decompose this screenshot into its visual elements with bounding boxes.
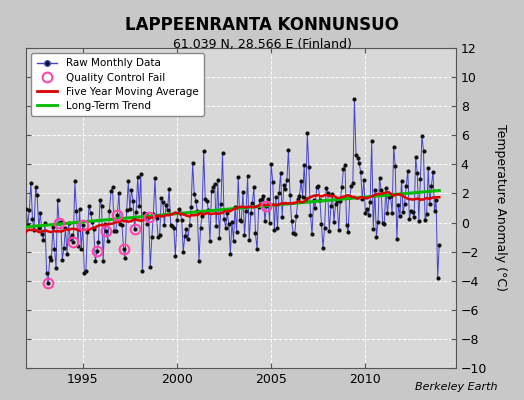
Text: 61.039 N, 28.566 E (Finland): 61.039 N, 28.566 E (Finland) xyxy=(172,38,352,51)
Text: LAPPEENRANTA KONNUNSUO: LAPPEENRANTA KONNUNSUO xyxy=(125,16,399,34)
Y-axis label: Temperature Anomaly (°C): Temperature Anomaly (°C) xyxy=(494,124,507,292)
Text: Berkeley Earth: Berkeley Earth xyxy=(416,382,498,392)
Legend: Raw Monthly Data, Quality Control Fail, Five Year Moving Average, Long-Term Tren: Raw Monthly Data, Quality Control Fail, … xyxy=(31,53,204,116)
